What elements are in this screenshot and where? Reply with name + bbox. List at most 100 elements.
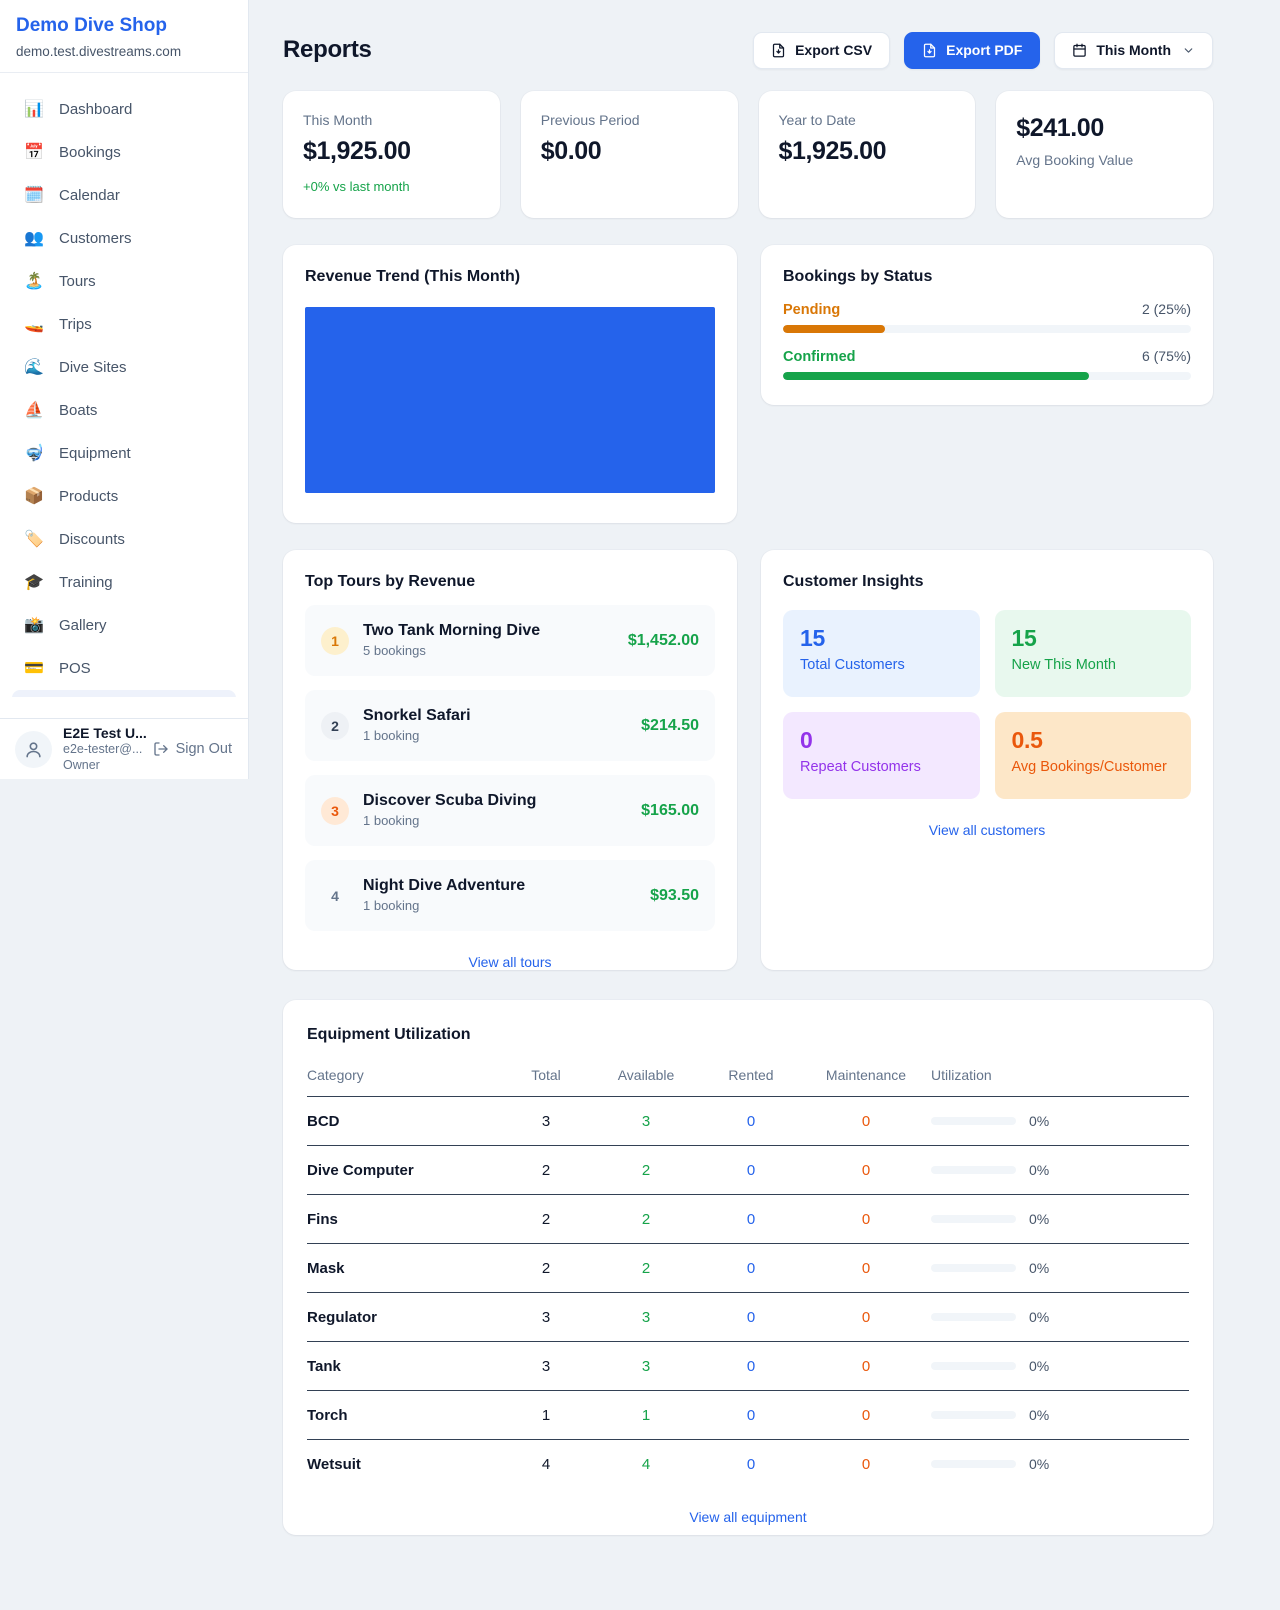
status-count: 6 (75%)	[1141, 348, 1191, 364]
sidebar-item-equipment[interactable]: 🤿 Equipment	[12, 432, 236, 475]
shop-domain: demo.test.divestreams.com	[16, 43, 182, 59]
col-header-maintenance: Maintenance	[801, 1057, 931, 1097]
island-icon: 🏝️	[24, 273, 44, 291]
sidebar-item-customers[interactable]: 👥 Customers	[12, 217, 236, 260]
utilization-bar	[931, 1411, 1016, 1419]
equipment-utilization-card: Equipment Utilization Category Total Ava…	[283, 1000, 1213, 1535]
period-label: This Month	[1096, 42, 1171, 58]
sidebar-item-label: Customers	[59, 229, 132, 247]
tile-label: Repeat Customers	[800, 759, 921, 775]
maintenance-cell: 0	[801, 1194, 931, 1244]
bookings-by-status-card: Bookings by Status Pending 2 (25%) Confi…	[761, 245, 1213, 405]
period-dropdown[interactable]: This Month	[1054, 31, 1213, 69]
graduation-cap-icon: 🎓	[24, 574, 44, 592]
status-bar-fill	[783, 372, 1089, 380]
equipment-utilization-title: Equipment Utilization	[307, 1026, 471, 1043]
status-row-pending: Pending 2 (25%)	[783, 301, 1191, 333]
utilization-pct: 0%	[1029, 1260, 1050, 1276]
diving-mask-icon: 🤿	[24, 445, 44, 463]
view-all-customers-link[interactable]: View all customers	[928, 822, 1046, 838]
table-row: BCD 3 3 0 0 0%	[307, 1096, 1189, 1146]
col-header-total: Total	[501, 1057, 591, 1097]
tile-value: 0.5	[1011, 727, 1043, 753]
sidebar-item-gallery[interactable]: 📸 Gallery	[12, 604, 236, 647]
sidebar-item-boats[interactable]: ⛵ Boats	[12, 389, 236, 432]
sidebar-item-label: Gallery	[59, 616, 107, 634]
stat-value: $1,925.00	[778, 137, 887, 165]
sidebar-item-label: Discounts	[59, 530, 125, 548]
stat-label: Year to Date	[778, 112, 856, 128]
table-row: Torch 1 1 0 0 0%	[307, 1390, 1189, 1440]
utilization-bar	[931, 1362, 1016, 1370]
sidebar-item-dive-sites[interactable]: 🌊 Dive Sites	[12, 346, 236, 389]
rented-cell: 0	[746, 1455, 756, 1473]
sidebar-item-trips[interactable]: 🚤 Trips	[12, 303, 236, 346]
tour-name: Discover Scuba Diving	[363, 791, 537, 809]
speedboat-icon: 🚤	[24, 316, 44, 334]
bookings-by-status-title: Bookings by Status	[783, 268, 933, 285]
credit-card-icon: 💳	[24, 660, 44, 678]
stat-label: Avg Booking Value	[1016, 152, 1134, 168]
view-all-equipment-link[interactable]: View all equipment	[689, 1509, 807, 1525]
avatar	[15, 730, 52, 768]
sidebar-item-products[interactable]: 📦 Products	[12, 475, 236, 518]
calendar-icon: 🗓️	[24, 187, 44, 205]
file-download-icon	[772, 43, 785, 57]
main-content: Reports Export CSV Export PDF This Month…	[283, 0, 1213, 1610]
sign-out-label: Sign Out	[175, 741, 232, 757]
tile-new-this-month: 15 New This Month	[994, 610, 1191, 697]
sidebar-item-label: Dashboard	[59, 100, 133, 118]
rented-cell: 0	[701, 1292, 801, 1342]
sign-out-button[interactable]: Sign Out	[153, 741, 234, 757]
tour-bookings: 1 booking	[363, 728, 420, 744]
calendar-icon	[1073, 43, 1087, 57]
sidebar: Demo Dive Shop demo.test.divestreams.com…	[0, 0, 249, 779]
tile-value: 0	[800, 727, 813, 753]
export-csv-button[interactable]: Export CSV	[753, 31, 891, 69]
brand-block: Demo Dive Shop demo.test.divestreams.com	[0, 0, 248, 73]
available-cell: 1	[591, 1390, 701, 1440]
revenue-trend-title: Revenue Trend (This Month)	[305, 268, 521, 285]
table-row: Regulator 3 3 0 0 0%	[307, 1292, 1189, 1342]
rank-badge: 2	[321, 711, 349, 740]
sidebar-item-label: Training	[59, 573, 113, 591]
sidebar-item-discounts[interactable]: 🏷️ Discounts	[12, 518, 236, 561]
utilization-bar	[931, 1166, 1016, 1174]
sidebar-item-calendar[interactable]: 🗓️ Calendar	[12, 174, 236, 217]
file-download-icon	[923, 43, 936, 57]
sidebar-item-tours[interactable]: 🏝️ Tours	[12, 260, 236, 303]
sidebar-item-active-partial[interactable]	[12, 689, 236, 697]
sidebar-item-label: Equipment	[59, 444, 131, 462]
user-name: E2E Test U...	[63, 724, 147, 741]
tile-label: Total Customers	[800, 657, 905, 673]
insight-tiles: 15 Total Customers 15 New This Month 0 R…	[783, 610, 1191, 799]
utilization-pct: 0%	[1029, 1407, 1050, 1423]
sidebar-nav: 📊 Dashboard 📅 Bookings 🗓️ Calendar 👥 Cus…	[0, 73, 248, 697]
tour-amount: $165.00	[641, 801, 699, 819]
rank-badge: 3	[321, 796, 349, 825]
total-cell: 1	[501, 1390, 591, 1440]
col-header-available: Available	[591, 1057, 701, 1097]
utilization-bar	[931, 1313, 1016, 1321]
user-email: e2e-tester@...	[63, 742, 143, 757]
export-pdf-button[interactable]: Export PDF	[904, 31, 1041, 69]
tour-list-item: 2 Snorkel Safari 1 booking $214.50	[305, 690, 715, 761]
col-header-category: Category	[307, 1057, 501, 1097]
sidebar-item-bookings[interactable]: 📅 Bookings	[12, 131, 236, 174]
stat-delta: +0% vs last month	[303, 179, 410, 194]
tile-label: New This Month	[1011, 657, 1117, 673]
view-all-tours-link[interactable]: View all tours	[468, 954, 552, 970]
revenue-trend-chart	[305, 307, 715, 493]
utilization-pct: 0%	[1029, 1456, 1050, 1472]
sidebar-item-dashboard[interactable]: 📊 Dashboard	[12, 88, 236, 131]
utilization-pct: 0%	[1029, 1211, 1050, 1227]
sidebar-item-training[interactable]: 🎓 Training	[12, 561, 236, 604]
table-row: Wetsuit 4 4 0 0 0%	[307, 1440, 1189, 1489]
sidebar-item-label: Calendar	[59, 186, 120, 204]
stat-card-this-month: This Month $1,925.00 +0% vs last month	[283, 91, 500, 218]
sidebar-item-pos[interactable]: 💳 POS	[12, 647, 236, 690]
available-cell: 3	[591, 1096, 701, 1146]
rented-cell: 0	[701, 1341, 801, 1391]
tour-amount: $93.50	[650, 886, 699, 904]
utilization-bar	[931, 1264, 1016, 1272]
